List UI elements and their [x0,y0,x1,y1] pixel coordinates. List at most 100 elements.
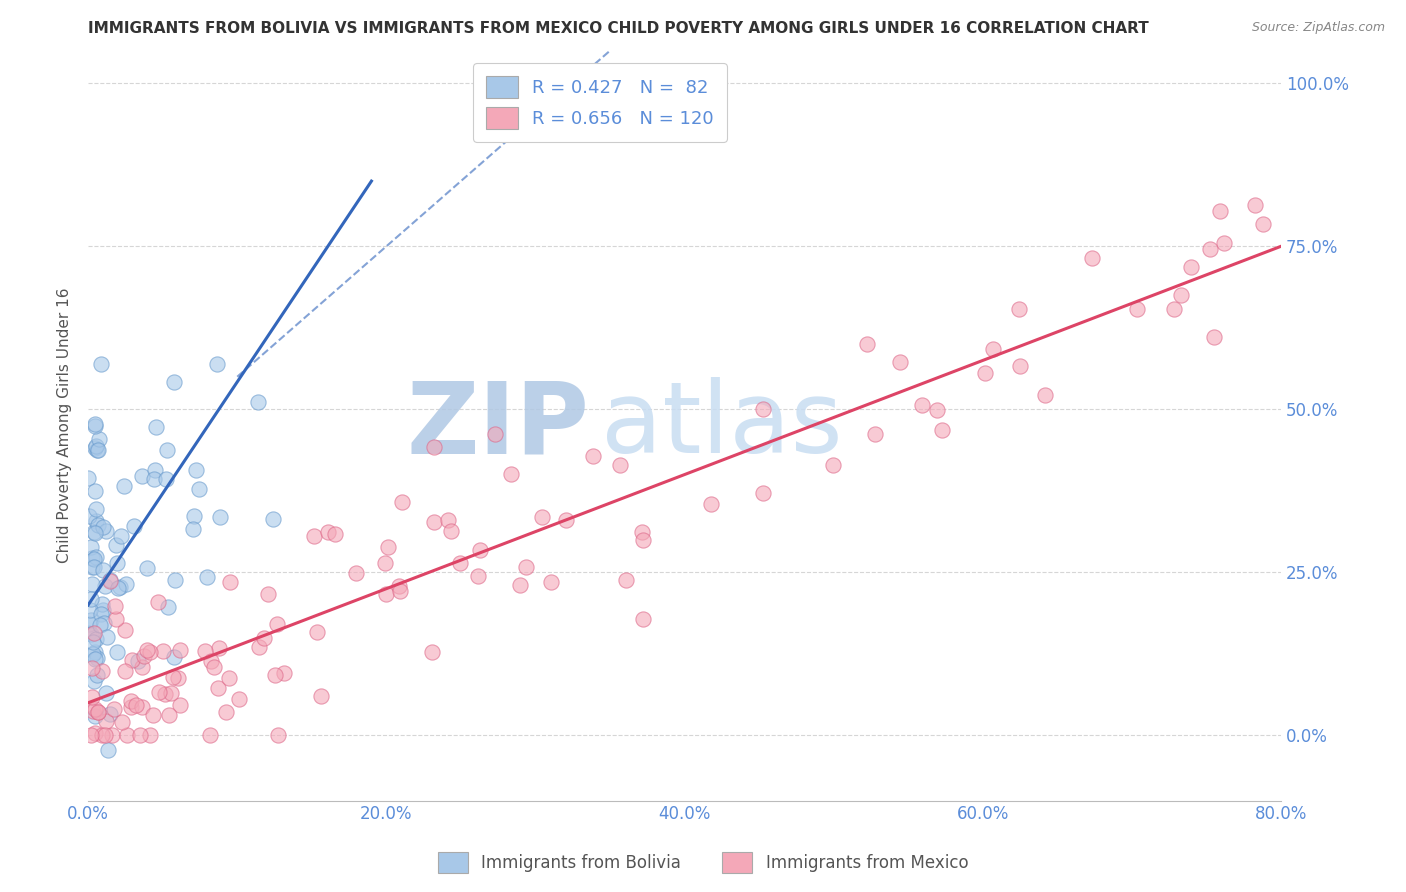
Point [80,560,103,574]
Point [1253,217,1275,231]
Point [531,509,554,524]
Point [82,551,104,566]
Point [136,643,159,657]
Point [267,728,290,742]
Point [115,576,138,591]
Point [262,512,284,526]
Point [90,357,112,371]
Point [1180,260,1202,274]
Point [146,595,169,609]
Point [86,517,108,532]
Point [108,580,131,594]
Point [98,574,121,588]
Point [83,525,105,540]
Point [863,427,886,442]
Point [143,472,166,486]
Point [111,714,134,729]
Point [515,560,537,574]
Point [1209,203,1232,218]
Point [87,705,110,719]
Point [80,577,103,591]
Point [214,705,236,719]
Point [83,526,105,541]
Point [105,645,128,659]
Point [103,702,125,716]
Point [156,442,179,457]
Point [142,707,165,722]
Point [889,354,911,368]
Point [484,426,506,441]
Point [198,728,221,742]
Point [86,650,108,665]
Point [86,667,108,681]
Point [253,632,276,646]
Point [112,479,135,493]
Point [391,495,413,509]
Point [84,501,107,516]
Point [89,618,111,632]
Point [83,625,105,640]
Point [162,649,184,664]
Text: ZIP: ZIP [406,377,589,475]
Point [974,367,997,381]
Point [80,613,103,627]
Point [83,709,105,723]
Point [200,654,222,668]
Point [128,728,150,742]
Point [302,529,325,543]
Point [84,549,107,564]
Point [193,644,215,658]
Point [609,458,631,472]
Text: IMMIGRANTS FROM BOLIVIA VS IMMIGRANTS FROM MEXICO CHILD POVERTY AMONG GIRLS UNDE: IMMIGRANTS FROM BOLIVIA VS IMMIGRANTS FR… [89,21,1149,36]
Point [207,681,229,696]
Point [91,563,114,577]
Point [127,654,149,668]
Point [228,692,250,706]
Point [83,560,105,574]
Point [181,522,204,536]
Point [83,674,105,689]
Point [91,664,114,678]
Point [80,627,103,641]
Point [94,524,117,539]
Legend: R = 0.427   N =  82, R = 0.656   N = 120: R = 0.427 N = 82, R = 0.656 N = 120 [472,63,727,142]
Point [97,743,120,757]
Point [93,579,115,593]
Point [84,419,107,434]
Point [104,599,127,613]
Point [80,690,103,705]
Point [159,686,181,700]
Point [96,630,118,644]
Point [80,728,103,742]
Point [96,714,118,728]
Point [374,556,396,570]
Point [120,694,142,708]
Point [157,599,180,614]
Point [346,566,368,581]
Point [305,625,328,640]
Point [202,659,225,673]
Point [273,665,295,680]
Point [468,543,491,558]
Point [131,660,153,674]
Point [77,509,100,524]
Point [1126,301,1149,316]
Point [856,337,879,351]
Point [188,483,211,497]
Point [114,623,136,637]
Point [219,575,242,590]
Point [499,467,522,481]
Point [981,342,1004,356]
Point [911,399,934,413]
Point [83,651,105,665]
Point [115,728,138,742]
Point [148,685,170,699]
Point [152,644,174,658]
Point [614,573,637,587]
Point [153,687,176,701]
Point [82,647,104,661]
Point [420,645,443,659]
Point [155,472,177,486]
Point [377,540,399,554]
Point [1008,301,1031,316]
